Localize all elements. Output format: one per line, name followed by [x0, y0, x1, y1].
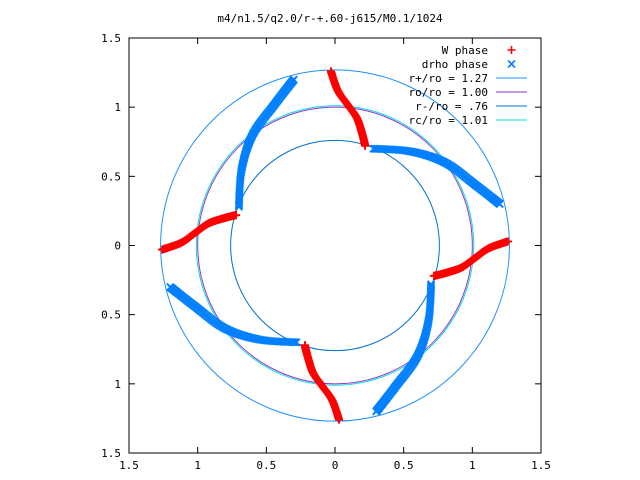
circle-3 [195, 105, 475, 386]
x-tick-label: 1.5 [531, 459, 551, 472]
circle-1 [197, 106, 473, 385]
circle-2 [230, 139, 440, 352]
drho-phase-point [372, 407, 381, 416]
reference-circles [160, 69, 510, 422]
y-tick-label: 0 [114, 240, 121, 253]
x-tick-label: 1 [194, 459, 201, 472]
drho-phase-point [166, 282, 175, 292]
drho-phase-point [289, 75, 298, 84]
w-phase-point [300, 341, 309, 350]
legend-cross-marker [507, 59, 516, 69]
chart-title: m4/n1.5/q2.0/r-+.60-j615/M0.1/1024 [217, 12, 443, 25]
x-tick-label: 0.5 [394, 459, 414, 472]
x-tick-label: 0.5 [256, 459, 276, 472]
legend-label: drho phase [422, 58, 488, 71]
series-w-phase [157, 67, 513, 424]
legend-item: W phase [442, 44, 516, 57]
legend-item: r-/ro = .76 [415, 100, 527, 113]
y-tick-label: 0.5 [101, 170, 121, 183]
y-tick-label: 0.5 [101, 309, 121, 322]
x-tick-label: 0 [332, 459, 339, 472]
y-tick-label: 1 [114, 378, 121, 391]
drho-phase-point [495, 199, 504, 209]
legend-item: r+/ro = 1.27 [409, 72, 527, 85]
y-tick-label: 1.5 [101, 32, 121, 45]
legend-item: rc/ro = 1.01 [409, 114, 527, 127]
legend-label: ro/ro = 1.00 [409, 86, 488, 99]
axis-ticks: 1.5 1 0.5 0 0.5 1 1.51.510.500.511.5 [101, 32, 551, 472]
legend-plus-marker [507, 46, 516, 54]
legend-label: rc/ro = 1.01 [409, 114, 488, 127]
w-phase-point [361, 141, 370, 150]
y-tick-label: 1.5 [101, 447, 121, 460]
legend-label: W phase [442, 44, 488, 57]
legend-item: ro/ro = 1.00 [409, 86, 527, 99]
w-phase-point [429, 271, 438, 280]
x-tick-label: 1 [469, 459, 476, 472]
w-phase-point [232, 211, 241, 220]
x-tick-label: 1.5 [119, 459, 139, 472]
legend-label: r+/ro = 1.27 [409, 72, 488, 85]
circle-0 [160, 69, 510, 422]
y-tick-label: 1 [114, 101, 121, 114]
legend-label: r-/ro = .76 [415, 100, 488, 113]
legend-item: drho phase [422, 58, 516, 71]
series-drho-phase [166, 75, 504, 416]
phase-markers [157, 67, 513, 424]
